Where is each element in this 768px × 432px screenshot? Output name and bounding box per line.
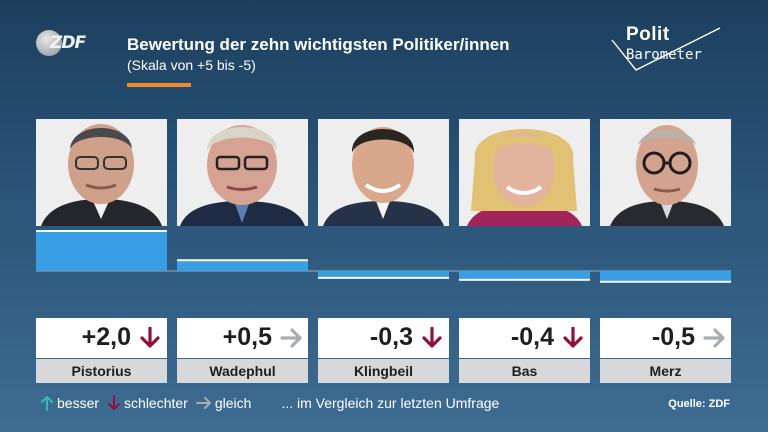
portrait-wadephul: [177, 119, 308, 226]
bar-edge-pistorius: [36, 230, 167, 232]
legend-same-label: gleich: [214, 395, 252, 411]
value-label: -0,3: [369, 323, 413, 351]
arrow-right-icon: [703, 328, 725, 348]
legend-note: ... im Vergleich zur letzten Umfrage: [281, 395, 500, 411]
legend-item-worse: schlechter: [107, 395, 188, 411]
portrait-klingbeil: [318, 119, 449, 226]
politbarometer-word-polit: Polit: [626, 24, 670, 45]
bar-pistorius: [36, 232, 167, 271]
name-label-wadephul: Wadephul: [177, 359, 308, 383]
legend: besser schlechter gleich ... im Vergleic…: [40, 395, 499, 411]
portrait-pistorius: [36, 119, 167, 226]
value-box-pistorius: +2,0: [36, 318, 167, 358]
chart-subtitle: (Skala von +5 bis -5): [127, 57, 256, 73]
legend-item-same: gleich: [195, 395, 252, 411]
value-label: -0,4: [510, 323, 554, 351]
value-box-wadephul: +0,5: [177, 318, 308, 358]
arrow-down-icon: [422, 327, 442, 348]
bar-merz: [600, 271, 731, 281]
legend-better-label: besser: [57, 395, 100, 411]
arrow-down-icon: [140, 327, 160, 348]
name-label-bas: Bas: [459, 359, 590, 383]
arrow-right-icon: [195, 397, 211, 409]
bar-edge-wadephul: [177, 259, 308, 262]
legend-worse-label: schlechter: [124, 395, 188, 411]
arrow-down-icon: [108, 395, 121, 410]
value-label: +0,5: [222, 323, 272, 351]
source-label: Quelle: ZDF: [668, 398, 730, 410]
chart-title: Bewertung der zehn wichtigsten Politiker…: [127, 35, 510, 54]
title-accent-line: [127, 83, 191, 87]
name-label-klingbeil: Klingbeil: [318, 359, 449, 383]
name-label-pistorius: Pistorius: [36, 359, 167, 383]
portrait-merz: [600, 119, 731, 226]
portrait-bas: [459, 119, 590, 226]
arrow-down-icon: [563, 327, 583, 348]
bar-edge-bas: [459, 278, 590, 281]
bar-bas: [459, 271, 590, 279]
legend-item-better: besser: [40, 395, 99, 411]
bar-wadephul: [177, 261, 308, 271]
value-box-klingbeil: -0,3: [318, 318, 449, 358]
politbarometer-check-mark: [611, 27, 721, 71]
value-box-bas: -0,4: [459, 318, 590, 358]
zdf-logo: ZDF: [36, 30, 86, 56]
value-label: +2,0: [81, 323, 131, 351]
name-label-merz: Merz: [600, 359, 731, 383]
arrow-right-icon: [280, 328, 302, 348]
zdf-logo-text: ZDF: [50, 33, 86, 53]
politbarometer-logo: Polit Barometer: [610, 22, 722, 72]
value-box-merz: -0,5: [600, 318, 731, 358]
zdf-logo-disc: [36, 30, 62, 56]
bar-edge-merz: [600, 280, 731, 283]
politbarometer-word-barometer: Barometer: [626, 47, 702, 63]
bar-klingbeil: [318, 271, 449, 277]
value-label: -0,5: [651, 323, 695, 351]
arrow-up-icon: [41, 396, 53, 411]
bar-edge-klingbeil: [318, 276, 449, 279]
